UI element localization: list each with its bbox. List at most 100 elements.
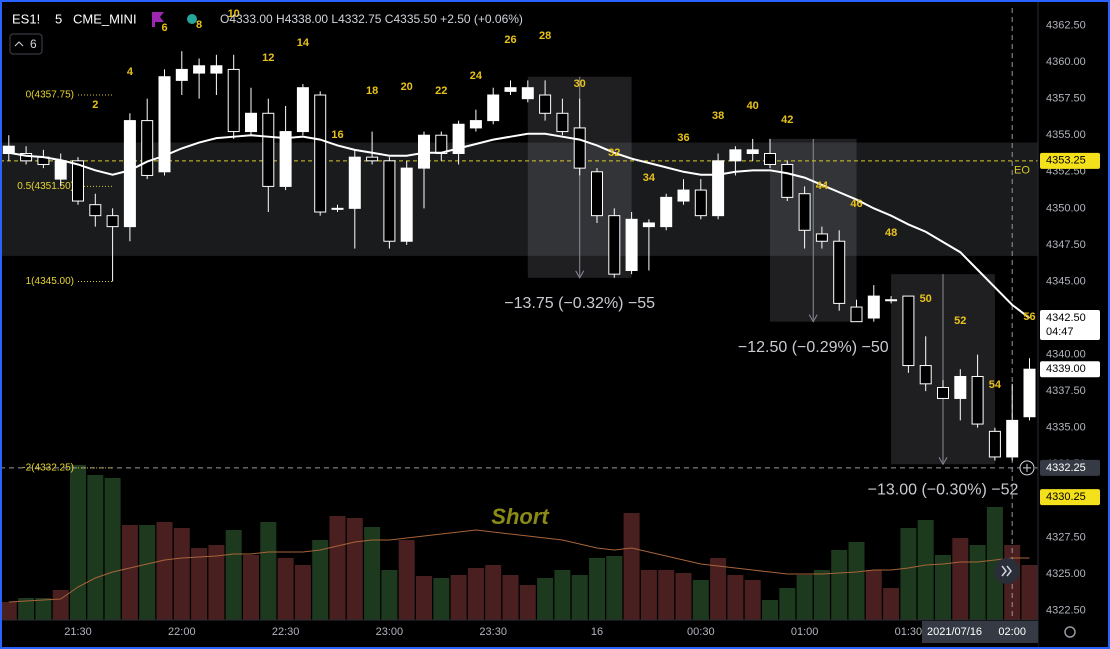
volume-bar <box>104 478 121 620</box>
volume-bar <box>813 570 830 620</box>
indicators-toggle[interactable] <box>9 33 43 55</box>
candle-body <box>72 160 84 202</box>
volume-bar <box>571 575 588 620</box>
fib-label: 0(4357.75) <box>26 90 74 101</box>
volume-bar <box>537 578 554 620</box>
volume-bar <box>294 565 311 620</box>
candle-body <box>366 156 379 162</box>
scroll-right-button[interactable] <box>994 558 1020 584</box>
annotation: Short <box>491 504 550 529</box>
price-label: 4330.25 <box>1046 491 1086 503</box>
volume-bar <box>485 565 502 620</box>
volume-bar <box>381 570 398 620</box>
volume-bar <box>225 530 242 620</box>
candle-body <box>279 131 292 187</box>
bar-number: 52 <box>954 315 966 327</box>
price-label-box <box>1040 310 1100 341</box>
volume-bar <box>0 602 17 620</box>
volume-bar <box>450 575 467 620</box>
volume-bar <box>277 558 294 620</box>
volume-bar <box>779 588 796 620</box>
volume-bar <box>796 575 813 620</box>
volume-bar <box>865 570 882 620</box>
price-label: 4342.50 <box>1046 312 1086 324</box>
ohlc-values: O4333.00 H4338.00 L4332.75 C4335.50 +2.5… <box>220 12 523 26</box>
candle-body <box>902 295 915 367</box>
x-tick-label: 01:30 <box>895 626 923 638</box>
candle-body <box>141 120 154 176</box>
candle-body <box>435 134 448 155</box>
bar-number: 50 <box>920 293 932 305</box>
candle-body <box>504 87 517 92</box>
y-tick-label: 4335.00 <box>1046 422 1086 434</box>
price-label-box <box>1040 489 1100 506</box>
scroll-right-icon <box>1001 565 1012 577</box>
bar-number: 12 <box>262 52 274 64</box>
candle-body <box>89 204 102 217</box>
settings-button[interactable] <box>1064 626 1076 638</box>
candle-body <box>158 76 171 173</box>
volume-bar <box>398 540 415 620</box>
volume-bar <box>554 570 571 620</box>
candle-body <box>971 376 984 425</box>
volume-bar <box>18 598 35 620</box>
measure-arrowhead <box>575 270 585 279</box>
y-tick-label: 4350.00 <box>1046 202 1086 214</box>
bar-number: 42 <box>781 114 793 126</box>
x-tick-label: 00:30 <box>687 626 715 638</box>
candle-body <box>193 65 206 74</box>
eo-label: EO <box>1014 165 1030 177</box>
candle-body <box>469 120 482 129</box>
y-tick-label: 4322.50 <box>1046 604 1086 616</box>
candle-body <box>746 149 759 155</box>
indicators-count: 6 <box>30 37 37 51</box>
bar-number: 8 <box>196 19 202 31</box>
y-tick-label: 4355.00 <box>1046 129 1086 141</box>
flag-icon <box>152 12 164 27</box>
fib-label: 0.5(4351.50) <box>17 181 74 192</box>
volume-bar <box>121 525 138 620</box>
bar-number: 36 <box>677 132 689 144</box>
volume-bar <box>35 598 52 620</box>
candle-body <box>400 167 413 242</box>
candle-body <box>348 156 361 209</box>
bar-number: 2 <box>92 99 98 111</box>
bar-number: 20 <box>401 81 413 93</box>
price-label-box <box>1040 152 1100 169</box>
x-tick-label: 16 <box>591 626 603 638</box>
candle-body <box>694 189 707 217</box>
y-tick-label: 4360.00 <box>1046 56 1086 68</box>
y-tick-label: 4357.50 <box>1046 93 1086 105</box>
volume-bar <box>640 570 657 620</box>
symbol: ES1! <box>12 11 40 26</box>
bar-number: 30 <box>574 78 586 90</box>
x-tick-label: 23:00 <box>376 626 404 638</box>
volume-bar <box>502 575 519 620</box>
y-tick-label: 4337.50 <box>1046 385 1086 397</box>
candle-body <box>418 134 430 169</box>
volume-bar <box>173 528 190 620</box>
bar-number: 44 <box>816 180 829 192</box>
bar-number: 46 <box>850 198 862 210</box>
fib-label: 1(4345.00) <box>26 276 74 287</box>
volume-bar <box>831 550 848 620</box>
candle-body <box>175 68 188 81</box>
x-tick-label: 21:30 <box>64 626 92 638</box>
measure-label: −13.00 (−0.30%) −52 <box>868 481 1019 498</box>
candle-body <box>937 386 949 399</box>
volume-bar <box>952 538 969 620</box>
volume-bar <box>70 465 86 620</box>
volume-bar <box>606 556 623 620</box>
candle-body <box>625 218 638 271</box>
candle-body <box>1023 368 1036 418</box>
price-label: 4339.00 <box>1046 363 1086 375</box>
candle-body <box>539 94 552 114</box>
volume-bar <box>675 573 692 620</box>
volume-bar <box>900 528 917 620</box>
candle-body <box>815 233 828 242</box>
crosshair-date: 2021/07/16 <box>927 626 982 638</box>
measure-arrowhead <box>938 457 948 466</box>
